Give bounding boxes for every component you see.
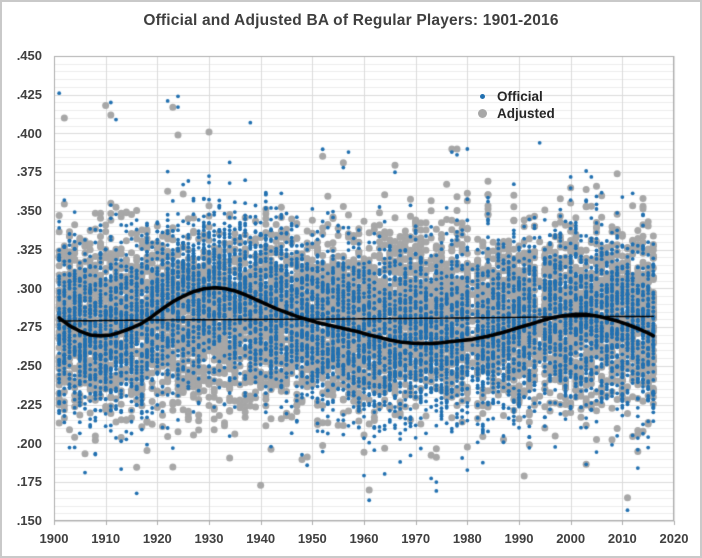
x-tick-label: 1900 bbox=[39, 531, 69, 546]
y-tick-label: .450 bbox=[16, 48, 42, 63]
x-tick-label: 2020 bbox=[659, 531, 689, 546]
y-tick-label: .225 bbox=[16, 396, 42, 412]
x-tick-label: 1980 bbox=[452, 531, 482, 546]
legend-item-adjusted: Adjusted bbox=[474, 105, 555, 122]
y-tick-label: .150 bbox=[16, 513, 42, 528]
y-tick-label: .250 bbox=[16, 358, 42, 373]
x-tick-label: 1920 bbox=[142, 531, 172, 546]
y-tick-label: .300 bbox=[16, 280, 42, 296]
y-tick-label: .425 bbox=[16, 86, 42, 102]
x-tick-label: 1950 bbox=[297, 531, 327, 546]
legend: Official Adjusted bbox=[474, 88, 555, 122]
y-tick-label: .375 bbox=[16, 164, 42, 180]
official-series-marker-icon bbox=[480, 94, 485, 99]
x-tick-label: 2000 bbox=[556, 531, 586, 546]
adjusted-series-marker-icon bbox=[478, 109, 487, 118]
x-tick-label: 1940 bbox=[246, 531, 276, 546]
x-tick-label: 1990 bbox=[504, 531, 534, 546]
y-tick-label: .400 bbox=[16, 125, 42, 141]
y-tick-label: .175 bbox=[16, 474, 42, 490]
x-tick-label: 1970 bbox=[401, 531, 431, 546]
x-tick-label: 2010 bbox=[607, 531, 637, 546]
x-tick-label: 1960 bbox=[349, 531, 379, 546]
x-tick-label: 1930 bbox=[194, 531, 224, 546]
y-tick-label: .275 bbox=[16, 319, 42, 335]
y-tick-label: .350 bbox=[16, 203, 42, 218]
legend-label-official: Official bbox=[497, 89, 543, 104]
y-tick-label: .200 bbox=[16, 435, 42, 451]
x-tick-label: 1910 bbox=[91, 531, 121, 546]
legend-label-adjusted: Adjusted bbox=[497, 106, 555, 121]
legend-item-official: Official bbox=[474, 88, 555, 105]
y-tick-label: .325 bbox=[16, 241, 42, 257]
